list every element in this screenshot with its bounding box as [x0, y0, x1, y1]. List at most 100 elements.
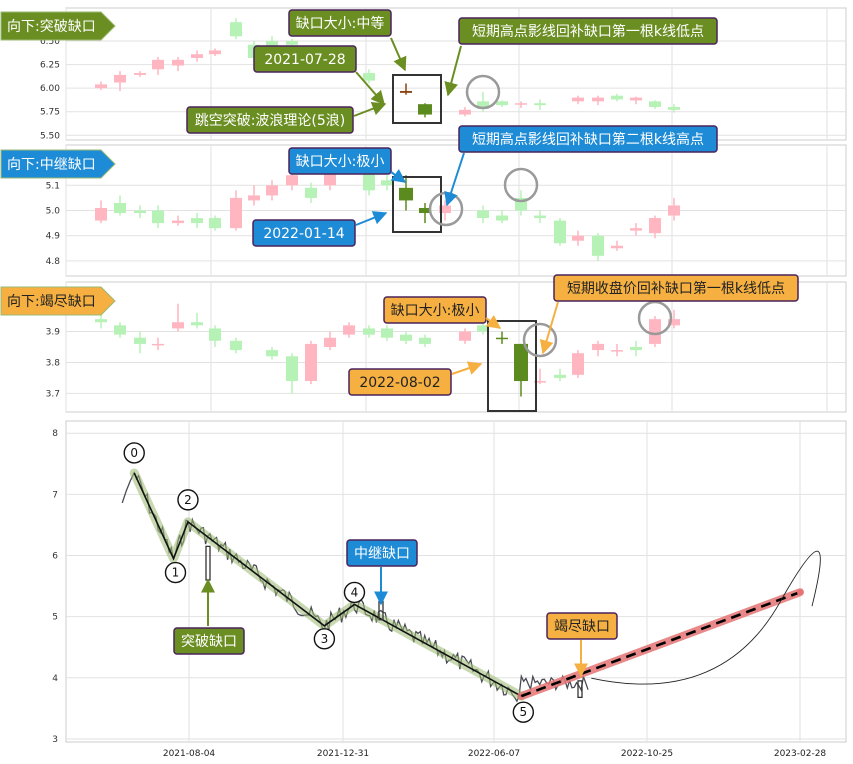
wave-label-circle	[313, 628, 336, 650]
wave-label-1: 1	[172, 566, 180, 580]
plot-frame	[65, 7, 847, 141]
forecast-end-marker	[797, 589, 803, 596]
p2-date-label-box	[252, 219, 356, 247]
candle-body	[534, 103, 546, 106]
candle-body	[496, 101, 508, 106]
y-tick-label: 8	[52, 429, 58, 439]
candle-body	[363, 328, 375, 335]
p1-theory-label: 跳空突破:波浪理论(5浪)	[195, 113, 346, 129]
candle-body	[363, 170, 375, 191]
candle-body	[95, 207, 107, 221]
candle-body	[230, 22, 242, 37]
forecast-dashed-line	[520, 590, 801, 698]
p2-size-label: 缺口大小:极小	[296, 154, 385, 170]
candle-body	[286, 41, 298, 45]
y-tick-label: 5.50	[40, 131, 60, 141]
candle-body	[554, 220, 566, 244]
p3-date-label: 2022-08-02	[359, 375, 440, 391]
candle-body	[515, 103, 527, 105]
candle-body	[439, 205, 451, 214]
candle-body	[286, 175, 298, 186]
gap-runaway-label: 中继缺口	[354, 546, 410, 562]
candle-body	[572, 97, 584, 102]
candle-body	[668, 107, 680, 110]
p1-theory-label-box	[186, 106, 354, 134]
candle-body	[324, 337, 336, 347]
candle-body	[419, 337, 431, 344]
candle-body	[649, 319, 661, 344]
candle-body	[266, 350, 278, 357]
y-tick-label: 3.9	[46, 328, 61, 338]
wave-overview-panel: 3 4 5 6 7 8 2021-08-04 2021-12-31 2022-06-07 2022…	[52, 420, 847, 759]
candle-body	[152, 343, 164, 346]
candle-body	[630, 228, 642, 231]
candle-body	[286, 356, 298, 382]
candle-body	[496, 337, 508, 340]
candle-body	[630, 97, 642, 101]
panel-1-title-shape	[0, 11, 116, 41]
y-tick-label: 7	[52, 490, 58, 500]
p2-size-arrow	[390, 168, 407, 183]
gap-exhaustion-label-box	[546, 612, 618, 640]
runaway-gap-panel: 4.8 4.9 5.0 5.1	[46, 144, 847, 277]
wave-label-circle	[343, 581, 366, 604]
p2-size-label-box	[288, 147, 392, 175]
candle-body	[400, 90, 412, 93]
gap-exhaustion-label: 竭尽缺口	[554, 619, 610, 635]
p1-fill-label-box	[458, 17, 718, 45]
p1-date-label: 2021-07-28	[264, 52, 345, 68]
candle-body	[534, 215, 546, 219]
gap-breakaway-label: 突破缺口	[181, 634, 237, 650]
candle-body	[534, 381, 546, 383]
candle-body	[572, 235, 584, 241]
y-tick-label: 3	[52, 735, 58, 745]
panel-2-gap-box	[392, 176, 442, 233]
candle-body	[611, 95, 623, 100]
candle-body	[611, 350, 623, 352]
p2-fill-label: 短期高点影线回补缺口第二根k线高点	[472, 131, 704, 148]
x-tick-label: 2021-12-31	[317, 749, 369, 759]
p3-size-label: 缺口大小:极小	[391, 303, 480, 319]
y-tick-label: 6.00	[40, 84, 60, 94]
x-tick-label: 2021-08-04	[163, 749, 216, 759]
candle-body	[191, 54, 203, 58]
candle-body	[459, 109, 471, 115]
candle-body	[611, 245, 623, 249]
y-tick-label: 5.75	[40, 108, 60, 118]
y-tick-label: 4.8	[46, 257, 61, 267]
y-tick-label: 6.25	[40, 61, 60, 71]
panel-3-fill-circle	[522, 322, 558, 358]
p3-size-arrow	[485, 314, 502, 329]
breakaway-gap-panel: 5.50 5.75 6.00 6.25 6.50	[40, 7, 847, 141]
p1-theory-arrow	[353, 102, 387, 117]
p2-fill-arrow	[444, 152, 465, 207]
panel-3-title: 向下:竭尽缺口	[7, 294, 96, 310]
candle-body	[209, 328, 221, 341]
candle-body	[514, 343, 528, 382]
candle-body	[399, 187, 413, 201]
candle-body	[400, 334, 412, 341]
candle-body	[649, 218, 661, 234]
p3-fill-label: 短期收盘价回补缺口第一根k线低点	[567, 280, 785, 297]
candle-body	[381, 328, 393, 338]
candle-body	[630, 347, 642, 351]
candle-body	[230, 340, 242, 351]
p1-size-label: 缺口大小:中等	[296, 15, 385, 32]
p3-date-label-box	[348, 368, 452, 396]
p3-date-arrow	[451, 361, 483, 375]
candle-body	[668, 319, 680, 326]
wave-label-3: 3	[321, 632, 329, 646]
panel-1-fill-circle	[465, 74, 501, 110]
y-tick-label: 4.9	[46, 232, 61, 242]
candle-body	[459, 331, 471, 341]
candle-body	[592, 97, 604, 102]
wave-label-4: 4	[351, 585, 359, 599]
wave-label-circle	[164, 561, 187, 584]
candle-body	[649, 101, 661, 107]
projection-curve	[591, 550, 821, 685]
candle-body	[592, 235, 604, 256]
p2-date-arrow	[355, 211, 388, 226]
candle-body	[477, 101, 489, 109]
candle-body	[172, 59, 184, 66]
